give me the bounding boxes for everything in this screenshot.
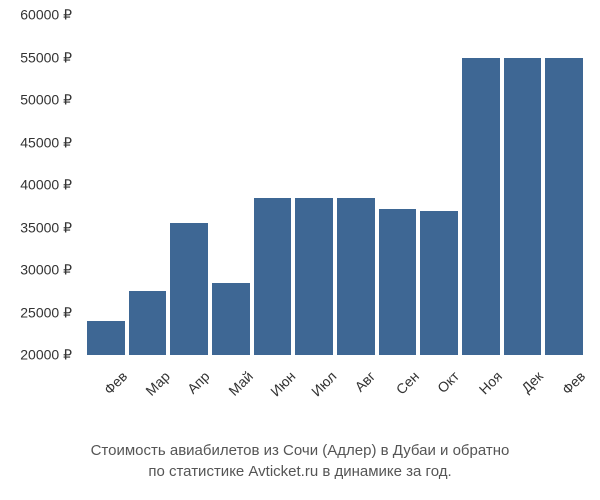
- bar: [87, 321, 125, 355]
- caption-line-2: по статистике Avticket.ru в динамике за …: [148, 463, 451, 480]
- bar: [254, 198, 292, 355]
- x-tick: Фев: [87, 360, 125, 420]
- bar: [504, 58, 542, 356]
- y-tick-label: 25000 ₽: [20, 304, 72, 321]
- y-tick-label: 20000 ₽: [20, 347, 72, 364]
- price-chart: 20000 ₽ 25000 ₽ 30000 ₽ 35000 ₽ 40000 ₽ 45000…: [0, 10, 600, 430]
- caption-line-1: Стоимость авиабилетов из Сочи (Адлер) в …: [91, 442, 510, 459]
- bar: [129, 291, 167, 355]
- x-tick: Ноя: [462, 360, 500, 420]
- x-tick-label: Фев: [100, 368, 130, 398]
- x-tick: Окт: [420, 360, 458, 420]
- x-tick-label: Июн: [267, 368, 298, 399]
- x-tick: Сен: [379, 360, 417, 420]
- x-tick-label: Апр: [184, 368, 213, 397]
- bar: [545, 58, 583, 356]
- bar: [337, 198, 375, 355]
- x-tick: Дек: [504, 360, 542, 420]
- x-tick-label: Июл: [308, 368, 339, 399]
- x-tick-label: Мар: [142, 368, 173, 399]
- y-tick-label: 40000 ₽: [20, 177, 72, 194]
- y-tick-label: 60000 ₽: [20, 7, 72, 24]
- bar: [295, 198, 333, 355]
- x-tick: Июн: [254, 360, 292, 420]
- x-tick-label: Ноя: [476, 368, 505, 397]
- bar: [212, 283, 250, 355]
- y-tick-label: 35000 ₽: [20, 219, 72, 236]
- bar: [420, 211, 458, 356]
- bars-group: [85, 15, 585, 355]
- plot-area: [85, 15, 585, 355]
- x-tick-label: Фев: [559, 368, 589, 398]
- y-tick-label: 50000 ₽: [20, 92, 72, 109]
- x-tick: Май: [212, 360, 250, 420]
- x-tick-label: Сен: [392, 368, 421, 397]
- x-axis: ФевМарАпрМайИюнИюлАвгСенОктНояДекФев: [85, 360, 585, 420]
- x-tick-label: Окт: [434, 368, 462, 396]
- x-tick: Мар: [129, 360, 167, 420]
- x-tick-label: Авг: [351, 368, 378, 395]
- y-tick-label: 45000 ₽: [20, 134, 72, 151]
- bar: [462, 58, 500, 356]
- x-tick-label: Дек: [518, 368, 546, 396]
- chart-caption: Стоимость авиабилетов из Сочи (Адлер) в …: [0, 440, 600, 482]
- x-tick: Фев: [545, 360, 583, 420]
- x-tick: Авг: [337, 360, 375, 420]
- y-axis: 20000 ₽25000 ₽30000 ₽35000 ₽40000 ₽45000…: [0, 15, 80, 355]
- y-tick-label: 30000 ₽: [20, 262, 72, 279]
- x-tick: Июл: [295, 360, 333, 420]
- bar: [379, 209, 417, 355]
- x-tick: Апр: [170, 360, 208, 420]
- bar: [170, 223, 208, 355]
- y-tick-label: 55000 ₽: [20, 49, 72, 66]
- x-tick-label: Май: [225, 368, 256, 399]
